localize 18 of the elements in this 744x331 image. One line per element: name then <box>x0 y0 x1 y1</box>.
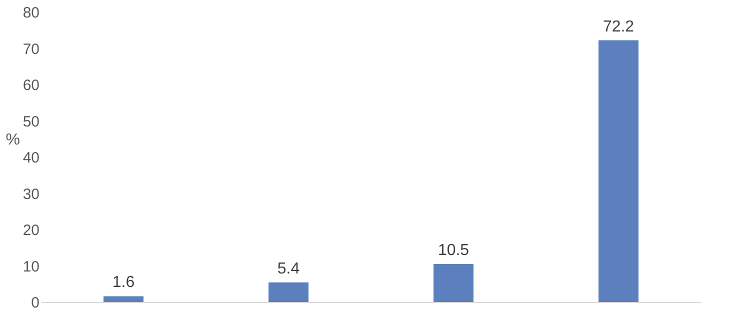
bar <box>104 296 144 302</box>
bar <box>434 264 474 302</box>
data-label: 1.6 <box>112 274 135 292</box>
y-tick-label: 30 <box>22 186 40 203</box>
data-label: 5.4 <box>277 260 300 278</box>
y-tick-label: 0 <box>31 294 40 312</box>
y-tick-label: 60 <box>22 77 40 94</box>
data-label: 72.2 <box>602 18 634 36</box>
y-tick-label: 80 <box>22 4 40 22</box>
y-tick-label: 40 <box>22 150 40 166</box>
bar <box>268 282 308 302</box>
y-tick-label: 10 <box>22 258 40 276</box>
y-axis-title: % <box>6 132 20 148</box>
y-tick-label: 20 <box>22 222 40 239</box>
bar <box>598 40 638 302</box>
data-label: 10.5 <box>438 242 470 259</box>
y-tick-label: 70 <box>22 40 40 58</box>
y-tick-label: 50 <box>22 113 40 130</box>
